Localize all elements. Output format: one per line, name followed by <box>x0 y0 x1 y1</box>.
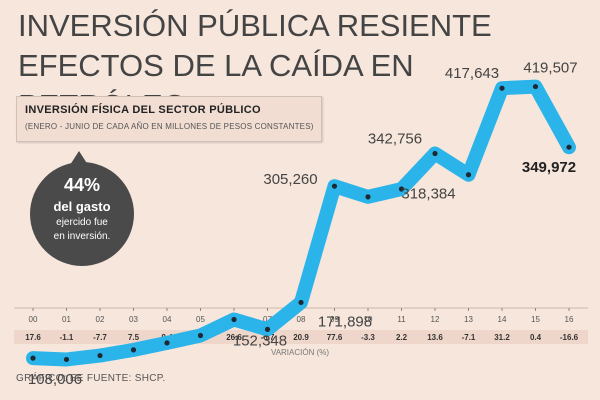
data-label: 152,348 <box>233 332 287 349</box>
variation-value: -16.6 <box>560 333 579 342</box>
x-tick-label: 03 <box>129 315 138 324</box>
data-point <box>432 150 438 157</box>
callout-line-2: del gasto <box>53 199 111 214</box>
chart-info-box: INVERSIÓN FÍSICA DEL SECTOR PÚBLICO (ENE… <box>16 96 322 142</box>
variation-value: -7.1 <box>462 333 476 342</box>
x-tick-label: 07 <box>263 315 272 324</box>
x-tick-label: 16 <box>565 315 574 324</box>
data-point <box>398 186 405 192</box>
variation-value: -7.7 <box>93 333 107 342</box>
x-tick-label: 11 <box>397 315 406 324</box>
variation-value: -3.3 <box>361 333 375 342</box>
x-tick-label: 09 <box>330 315 339 324</box>
data-point <box>264 326 271 332</box>
data-point <box>566 144 572 150</box>
chart-heading: INVERSIÓN FÍSICA DEL SECTOR PÚBLICO <box>25 104 261 116</box>
data-point <box>499 85 505 91</box>
data-point <box>164 340 170 346</box>
data-point <box>331 183 338 189</box>
x-tick-label: 12 <box>431 315 440 324</box>
data-label: 305,260 <box>263 171 317 188</box>
variation-value: 17.6 <box>25 333 41 342</box>
x-tick-label: 02 <box>96 315 105 324</box>
variation-value: 20.9 <box>293 333 309 342</box>
data-label: 171,898 <box>318 313 372 330</box>
x-tick-label: 04 <box>163 315 172 324</box>
data-label: 349,972 <box>522 159 576 176</box>
data-label: 419,507 <box>523 60 577 77</box>
data-label: 108,006 <box>28 371 82 388</box>
data-point <box>298 299 304 306</box>
variation-value: 31.2 <box>494 333 510 342</box>
x-tick-label: 08 <box>297 315 306 324</box>
callout-percent: 44% <box>63 175 101 195</box>
data-label: 342,756 <box>368 130 422 147</box>
x-tick-label: 14 <box>498 315 507 324</box>
callout-line-4: en inversión. <box>53 231 111 242</box>
page-title: INVERSIÓN PÚBLICA RESIENTE EFECTOS DE LA… <box>18 6 588 126</box>
data-label: 318,384 <box>401 186 455 203</box>
variation-value: 2.2 <box>396 333 408 342</box>
x-tick-label: 00 <box>29 315 38 324</box>
callout-bubble: 44% del gasto ejercido fue en inversión. <box>30 151 134 266</box>
data-point <box>63 356 70 363</box>
data-point <box>532 83 539 90</box>
data-label: 417,643 <box>445 65 499 82</box>
variation-value: 13.6 <box>427 333 443 342</box>
x-tick-label: 05 <box>196 315 205 324</box>
variation-value: -6.7 <box>261 333 275 342</box>
data-point <box>231 316 237 323</box>
data-point <box>365 194 371 200</box>
x-tick-label: 01 <box>62 315 71 324</box>
source-note: GRÁFICO: EE FUENTE: SHCP. <box>16 373 166 384</box>
variation-value: 0.4 <box>530 333 542 342</box>
x-tick-label: 15 <box>531 315 540 324</box>
x-tick-label: 10 <box>364 315 373 324</box>
variation-value: 77.6 <box>327 333 343 342</box>
variation-value: -1.1 <box>60 333 74 342</box>
variation-axis-label: VARIACIÓN (%) <box>271 348 329 357</box>
data-point <box>465 172 472 178</box>
chart-subheading: (ENERO - JUNIO DE CADA AÑO EN MILLONES D… <box>25 122 314 131</box>
data-point <box>97 352 103 359</box>
callout-line-3: ejercido fue <box>56 217 108 228</box>
data-point <box>30 355 36 361</box>
variation-value: 26.6 <box>226 333 242 342</box>
data-point <box>197 332 204 339</box>
x-tick-label: 13 <box>464 315 473 324</box>
data-point <box>130 347 137 353</box>
variation-value: 7.5 <box>128 333 140 342</box>
title-line-1: INVERSIÓN PÚBLICA RESIENTE <box>18 8 492 43</box>
